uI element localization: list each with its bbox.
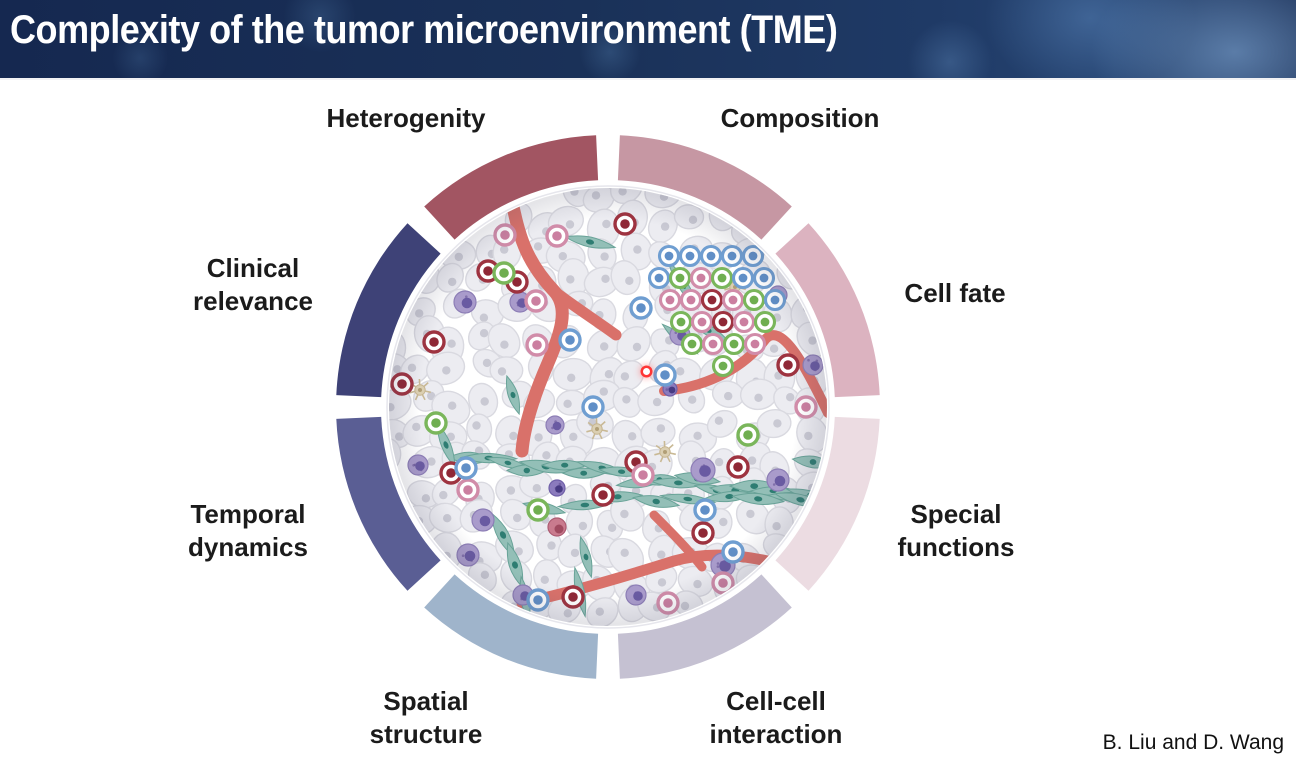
tissue-edge-shade bbox=[389, 188, 827, 626]
label-cell-fate: Cell fate bbox=[904, 278, 1006, 308]
segment-spatial-structure bbox=[424, 574, 599, 679]
label-special-functions: Special functions bbox=[897, 499, 1015, 562]
segment-cell-cell-interaction bbox=[617, 574, 792, 679]
tme-diagram bbox=[336, 135, 880, 679]
segment-composition bbox=[617, 135, 792, 240]
segment-temporal-dynamics bbox=[336, 416, 441, 591]
label-clinical-relevance: Clinical relevance bbox=[193, 253, 313, 316]
segment-cell-fate bbox=[775, 223, 880, 398]
segment-clinical-relevance bbox=[336, 223, 441, 398]
slide-header: Complexity of the tumor microenvironment… bbox=[0, 0, 1296, 80]
page-title: Complexity of the tumor microenvironment… bbox=[10, 8, 838, 52]
laser-pointer-dot bbox=[643, 368, 650, 375]
attribution-text: B. Liu and D. Wang bbox=[1102, 731, 1284, 754]
label-cell-cell-interaction: Cell-cell interaction bbox=[709, 686, 843, 749]
label-composition: Composition bbox=[720, 103, 880, 133]
segment-special-functions bbox=[775, 416, 880, 591]
label-temporal-dynamics: Temporal dynamics bbox=[188, 499, 308, 562]
segment-heterogenity bbox=[424, 135, 599, 240]
label-heterogenity: Heterogenity bbox=[326, 103, 486, 133]
label-spatial-structure: Spatial structure bbox=[369, 686, 483, 749]
segment-ring bbox=[336, 135, 880, 679]
